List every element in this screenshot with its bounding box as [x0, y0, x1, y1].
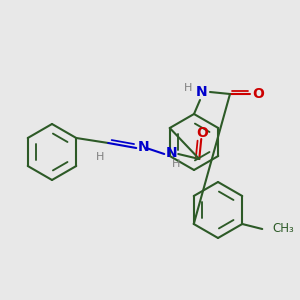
Text: H: H	[184, 83, 192, 93]
Text: CH₃: CH₃	[272, 223, 294, 236]
Text: H: H	[172, 159, 180, 169]
Text: O: O	[252, 87, 264, 101]
Text: O: O	[196, 126, 208, 140]
Text: H: H	[96, 152, 104, 162]
Text: N: N	[166, 146, 178, 160]
Text: N: N	[196, 85, 208, 99]
Text: N: N	[138, 140, 150, 154]
